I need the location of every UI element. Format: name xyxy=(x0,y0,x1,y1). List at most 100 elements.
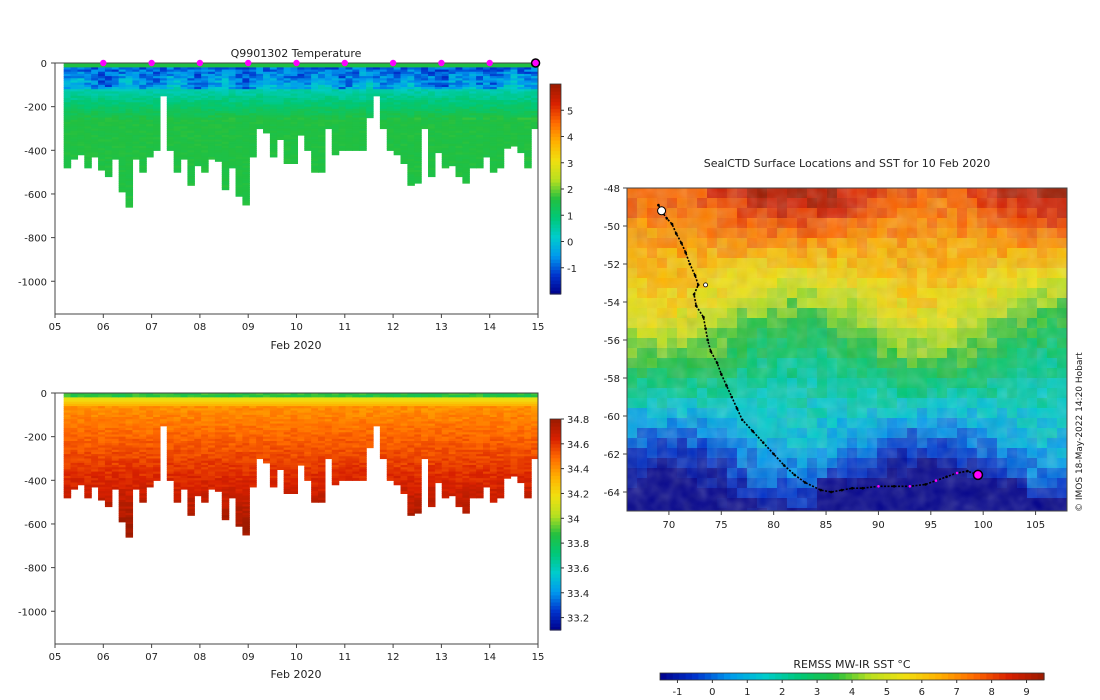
section-cell xyxy=(118,473,127,477)
section-cell xyxy=(139,150,147,154)
section-cell xyxy=(242,399,250,403)
section-cell xyxy=(379,69,388,73)
section-profile xyxy=(84,393,92,499)
section-cell xyxy=(242,178,250,182)
section-cell xyxy=(228,447,237,451)
section-cell xyxy=(338,130,347,134)
section-cell xyxy=(434,73,443,77)
section-cell xyxy=(483,121,491,125)
section-cell xyxy=(249,465,257,468)
section-cell xyxy=(366,82,374,86)
section-cell xyxy=(146,436,154,440)
section-cell xyxy=(386,113,395,116)
section-cell xyxy=(455,63,463,66)
section-cell xyxy=(118,484,127,488)
section-cell xyxy=(98,469,106,473)
section-cell xyxy=(214,447,223,451)
section-cell xyxy=(111,73,120,77)
section-cell xyxy=(331,124,340,127)
section-cell xyxy=(153,410,161,414)
section-cell xyxy=(91,97,99,101)
section-cell xyxy=(434,145,443,149)
section-cell xyxy=(187,119,195,123)
section-cell xyxy=(187,502,195,505)
section-cell xyxy=(235,421,244,425)
section-cell xyxy=(386,102,395,106)
section-cell xyxy=(256,419,264,422)
section-cell xyxy=(496,100,505,103)
section-cell xyxy=(269,410,278,414)
section-cell xyxy=(98,445,106,449)
section-cell xyxy=(111,451,120,455)
section-cell xyxy=(283,104,292,108)
section-cell xyxy=(104,406,113,409)
section-cell xyxy=(98,87,106,90)
section-cell xyxy=(242,475,250,479)
section-cell xyxy=(496,113,505,116)
section-cell xyxy=(290,423,299,427)
section-cell xyxy=(283,451,292,455)
section-cell xyxy=(503,93,512,97)
section-cell xyxy=(118,406,127,409)
section-cell xyxy=(483,126,491,130)
section-cell xyxy=(84,395,92,398)
section-cell xyxy=(503,71,512,75)
section-cell xyxy=(283,414,292,418)
section-cell xyxy=(221,469,230,473)
section-cell xyxy=(214,141,223,145)
section-cell xyxy=(304,449,312,453)
section-cell xyxy=(221,467,230,470)
section-cell xyxy=(269,393,278,396)
section-cell xyxy=(283,152,292,156)
section-cell xyxy=(331,119,340,123)
section-cell xyxy=(414,163,422,167)
section-cell xyxy=(63,117,72,121)
section-cell xyxy=(214,115,223,119)
section-cell xyxy=(111,395,120,398)
section-cell xyxy=(111,137,120,140)
section-cell xyxy=(187,408,195,412)
section-cell xyxy=(331,113,340,116)
section-cell xyxy=(187,161,195,164)
section-cell xyxy=(194,434,202,438)
section-cell xyxy=(153,108,161,112)
section-profile xyxy=(269,63,278,158)
section-cell xyxy=(166,115,175,119)
section-cell xyxy=(194,482,202,486)
section-cell xyxy=(256,126,264,130)
section-profile xyxy=(379,63,388,130)
section-cell xyxy=(125,449,134,453)
section-cell xyxy=(414,124,422,127)
section-cell xyxy=(201,408,209,412)
section-profile xyxy=(187,393,195,516)
colorbar-tick-label: 4 xyxy=(567,133,573,144)
section-cell xyxy=(269,445,278,449)
section-cell xyxy=(111,434,120,438)
section-cell xyxy=(524,165,532,169)
section-cell xyxy=(283,154,292,158)
section-cell xyxy=(421,69,429,73)
section-cell xyxy=(84,163,92,167)
section-cell xyxy=(77,78,85,82)
section-cell xyxy=(489,100,498,103)
section-cell xyxy=(331,135,340,138)
section-cell xyxy=(345,143,354,147)
colorbar-tick-label: 0 xyxy=(567,238,573,249)
section-cell xyxy=(194,467,202,470)
section-cell xyxy=(201,84,209,88)
section-cell xyxy=(146,115,154,119)
section-cell xyxy=(242,200,250,204)
section-cell xyxy=(455,159,463,162)
section-cell xyxy=(153,117,161,121)
section-cell xyxy=(84,119,92,123)
section-cell xyxy=(146,111,154,114)
section-cell xyxy=(256,408,264,412)
section-cell xyxy=(311,489,319,492)
section-cell xyxy=(318,121,326,125)
section-cell xyxy=(517,141,525,145)
section-cell xyxy=(77,143,85,147)
section-cell xyxy=(483,84,491,88)
section-cell xyxy=(118,517,127,521)
section-cell xyxy=(469,117,477,121)
section-cell xyxy=(318,78,326,82)
